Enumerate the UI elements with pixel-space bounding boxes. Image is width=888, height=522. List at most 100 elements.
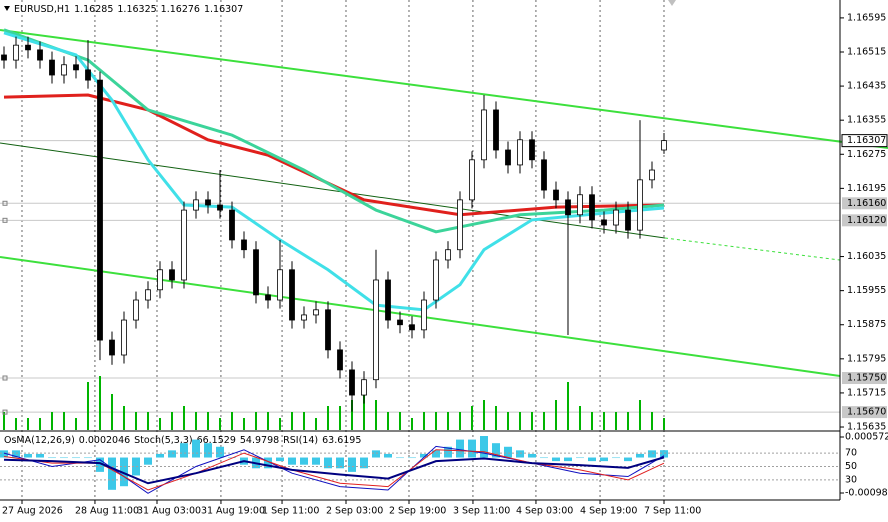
osma-bar — [623, 457, 632, 462]
volume-bar — [362, 394, 365, 430]
candle-body — [469, 159, 475, 201]
candle-body — [73, 64, 79, 71]
symbol: EURUSD,H1 — [14, 4, 70, 15]
candle-body — [217, 204, 223, 211]
x-tick-label: 2 Sep 03:00 — [326, 506, 383, 517]
volume-bar — [494, 406, 497, 430]
volume-bar — [230, 412, 233, 430]
volume-bar — [614, 412, 617, 430]
osma-bar — [299, 457, 308, 465]
level-label: 1.15750 — [847, 373, 886, 384]
stoch-signal-value: 54.9798 — [240, 435, 279, 446]
close: 1.16307 — [204, 4, 243, 15]
volume-bar — [2, 412, 5, 430]
x-tick-label: 31 Aug 03:00 — [137, 506, 201, 517]
osma-bar — [263, 457, 272, 469]
candle-body — [169, 269, 175, 281]
trend-line — [0, 142, 666, 239]
candle-body — [649, 169, 655, 181]
stoch-main-value: 66.1529 — [197, 435, 236, 446]
candle-body — [25, 44, 31, 51]
osma-label: OsMA(12,26,9) — [4, 435, 75, 446]
osma-bar — [599, 457, 608, 462]
oscillator-tick-label: 70 — [845, 448, 857, 459]
menu-arrow[interactable] — [4, 6, 10, 11]
candle-body — [325, 309, 331, 351]
osma-bar — [71, 457, 80, 459]
oscillator-tick-label: 50 — [845, 461, 857, 472]
candle-body — [625, 209, 631, 231]
candle-body — [577, 194, 583, 216]
volume-bar — [26, 418, 29, 430]
candle-body — [553, 189, 559, 201]
volume-bar — [662, 418, 665, 430]
osma-bar — [179, 443, 188, 458]
volume-bar — [242, 418, 245, 430]
volume-bar — [470, 406, 473, 430]
osma-bar — [431, 450, 440, 458]
candle-body — [37, 49, 43, 61]
level-label: 1.16160 — [847, 198, 886, 209]
volume-bar — [542, 412, 545, 430]
osma-bar — [407, 457, 416, 459]
candle-body — [229, 209, 235, 241]
candle-body — [109, 339, 115, 356]
osma-bar — [563, 457, 572, 462]
candle-body — [181, 209, 187, 281]
candle-body — [265, 294, 271, 301]
oscillator-tick-label: 30 — [845, 474, 857, 485]
osma-bar — [191, 439, 200, 458]
osma-bar — [83, 457, 92, 459]
volume-bar — [38, 418, 41, 430]
volume-bar — [14, 418, 17, 430]
candle-body — [397, 319, 403, 326]
y-tick-label: 1.16515 — [847, 46, 886, 57]
osma-bar — [467, 439, 476, 458]
candle-body — [85, 69, 91, 81]
osma-bar — [635, 453, 644, 458]
osma-bar — [551, 457, 560, 462]
osma-bar — [359, 457, 368, 469]
candle-body — [133, 299, 139, 321]
level-box — [842, 372, 887, 385]
osma-value: 0.0002046 — [79, 435, 130, 446]
volume-bar — [350, 400, 353, 430]
open: 1.16285 — [74, 4, 113, 15]
rsi-line — [3, 456, 665, 485]
moving-average — [3, 28, 665, 234]
volume-bar — [158, 418, 161, 430]
volume-bar — [326, 406, 329, 430]
volume-bar — [206, 412, 209, 430]
candle-body — [49, 59, 55, 76]
candle-body — [385, 279, 391, 321]
y-tick-label: 1.16355 — [847, 115, 886, 126]
volume-bar — [122, 406, 125, 430]
volume-bar — [482, 400, 485, 430]
candle-body — [589, 194, 595, 221]
level-box — [842, 214, 887, 227]
osma-bar — [515, 450, 524, 458]
moving-average — [3, 31, 665, 312]
y-tick-label: 1.15635 — [847, 422, 886, 433]
x-tick-label: 28 Aug 11:00 — [75, 506, 139, 517]
volume-bar — [374, 400, 377, 430]
candle-body — [205, 199, 211, 206]
osma-bar — [203, 443, 212, 458]
osma-bar — [611, 457, 620, 459]
stoch-signal-line — [3, 449, 665, 491]
candle-body — [241, 239, 247, 251]
volume-bar — [506, 412, 509, 430]
osma-bar — [659, 450, 668, 458]
candle-body — [61, 64, 67, 76]
osma-bar — [275, 457, 284, 462]
volume-bar — [266, 412, 269, 430]
volume-bar — [254, 412, 257, 430]
volume-bar — [434, 412, 437, 430]
osma-bar — [143, 457, 152, 465]
volume-bar — [410, 418, 413, 430]
osma-bar — [575, 457, 584, 459]
candle-body — [337, 349, 343, 371]
level-box — [842, 406, 887, 419]
candle-body — [13, 44, 19, 61]
